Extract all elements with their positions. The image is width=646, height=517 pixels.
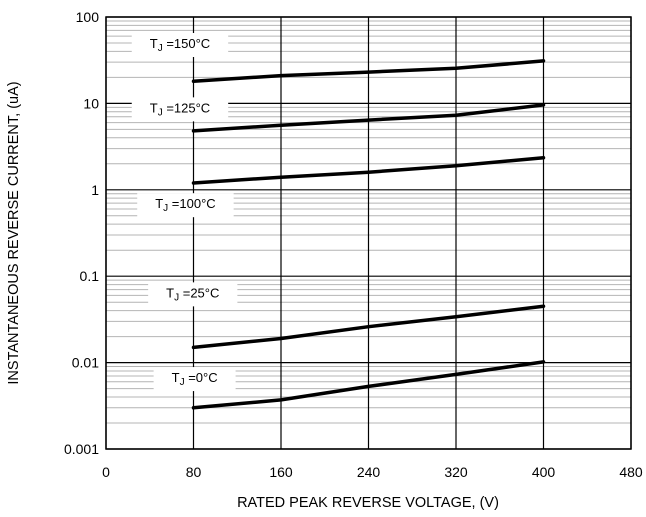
- x-tick-label: 480: [619, 464, 643, 480]
- series-label: TJ =150°C: [150, 36, 210, 54]
- x-tick-label: 0: [102, 464, 110, 480]
- series-lines: [191, 59, 546, 410]
- series-line: [191, 360, 546, 410]
- x-tick-labels: 0 80 160 240 320 400 480: [102, 464, 643, 480]
- y-tick-label: 1: [91, 182, 99, 198]
- series-label-background: [153, 367, 236, 392]
- series-label-background: [131, 33, 229, 58]
- y-tick-label: 0.01: [72, 355, 99, 371]
- series-label-background: [137, 193, 234, 218]
- x-tick-label: 240: [357, 464, 381, 480]
- series-labels: TJ =150°C TJ =125°C TJ =100°C TJ =25°C TJ =0…: [131, 33, 238, 392]
- series-label: TJ =25°C: [166, 285, 219, 303]
- y-axis-title: INSTANTANEOUS REVERSE CURRENT, (uA): [6, 81, 22, 384]
- y-tick-labels: 100 10 1 0.1 0.01 0.001: [64, 9, 99, 457]
- y-tick-label: 10: [83, 95, 99, 111]
- series-line: [191, 59, 546, 84]
- series-line: [191, 103, 546, 133]
- series-label-background: [131, 97, 229, 122]
- series-label: TJ =0°C: [172, 370, 218, 388]
- x-axis-title: RATED PEAK REVERSE VOLTAGE, (V): [237, 495, 499, 511]
- y-tick-label: 0.001: [64, 441, 99, 457]
- x-tick-label: 80: [186, 464, 202, 480]
- y-tick-label: 100: [76, 9, 100, 25]
- x-tick-label: 400: [532, 464, 556, 480]
- x-tick-label: 320: [444, 464, 468, 480]
- x-tick-label: 160: [269, 464, 293, 480]
- series-label-background: [148, 282, 238, 307]
- series-label: TJ =100°C: [155, 196, 215, 214]
- series-line: [191, 304, 546, 350]
- y-tick-label: 0.1: [80, 268, 100, 284]
- series-line: [191, 155, 546, 185]
- plot-frame: [105, 16, 632, 450]
- series-label: TJ =125°C: [150, 100, 210, 118]
